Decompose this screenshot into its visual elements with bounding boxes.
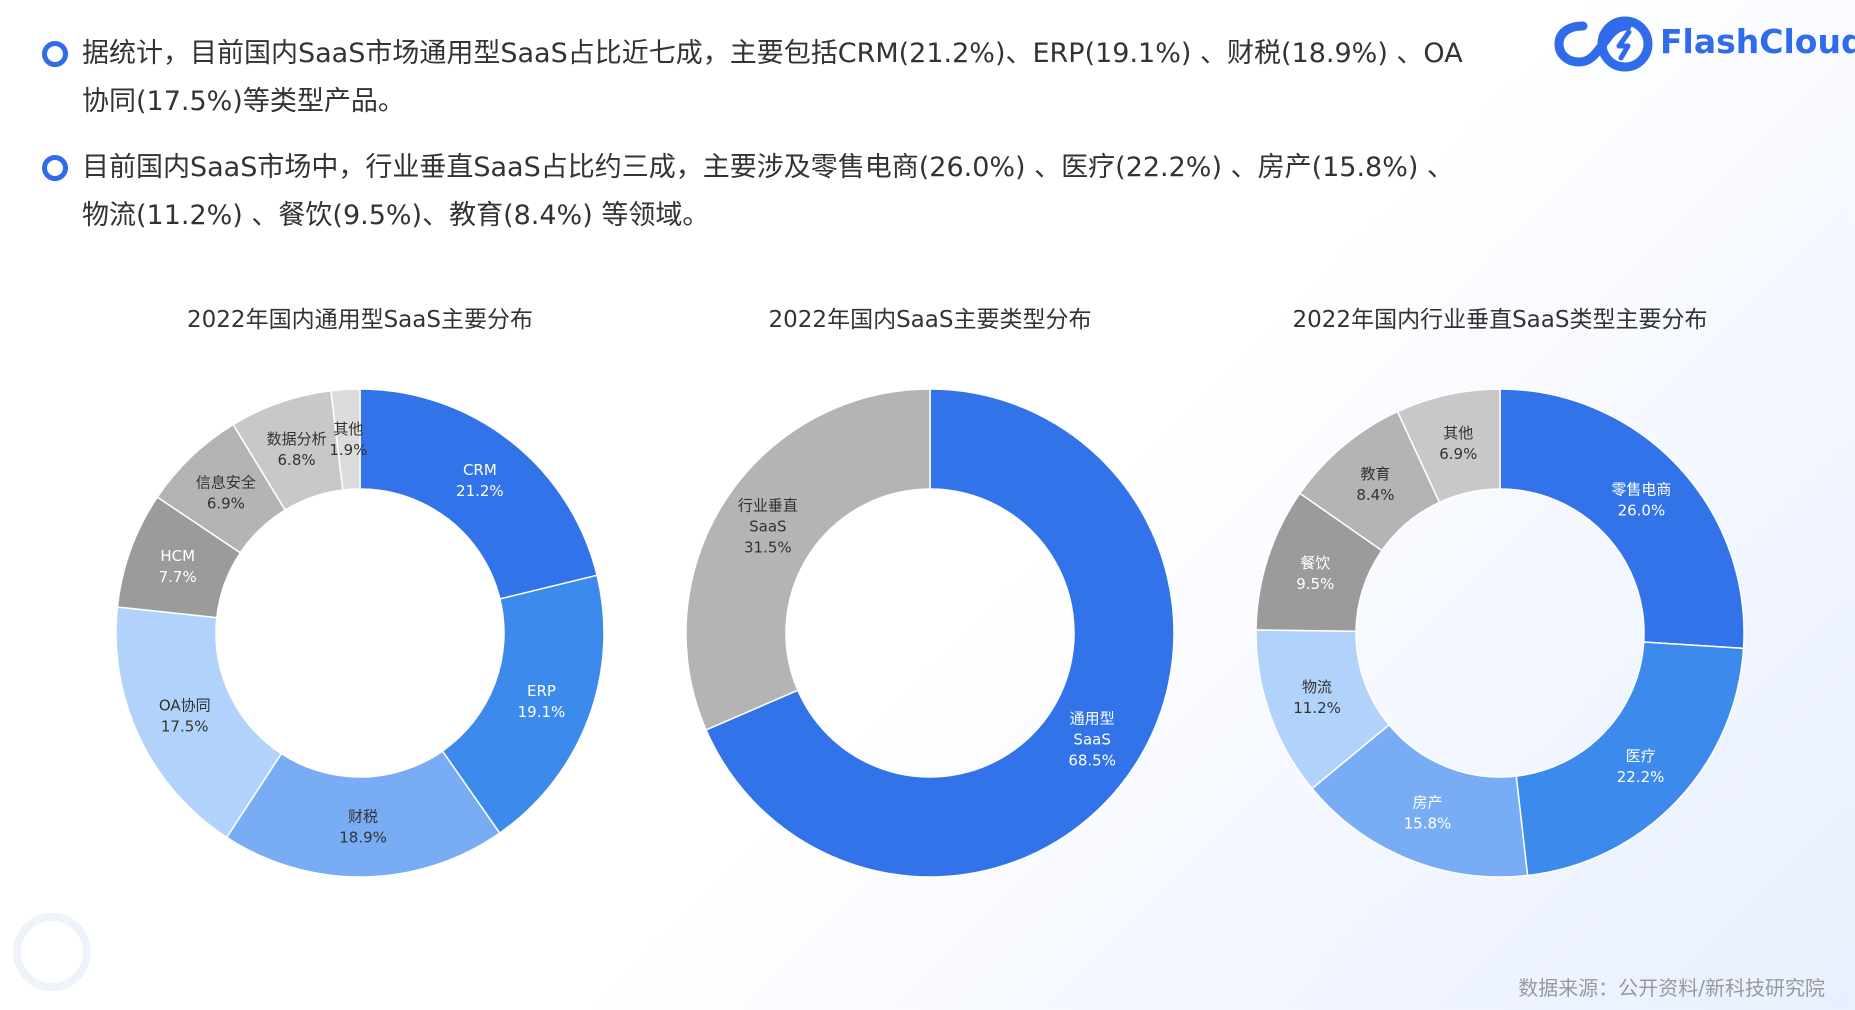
donut-slice <box>225 750 501 878</box>
bullet-text: 据统计，目前国内SaaS市场通用型SaaS占比近七成，主要包括CRM(21.2%… <box>82 38 1463 117</box>
slice-label: 教育 8.4% <box>1356 465 1394 504</box>
bullet-general-saas: 据统计，目前国内SaaS市场通用型SaaS占比近七成，主要包括CRM(21.2%… <box>40 30 1480 126</box>
donut-slice <box>330 388 361 491</box>
donut-slice <box>1515 641 1745 877</box>
slice-label: CRM 21.2% <box>456 461 504 500</box>
slice-label: 通用型 SaaS 68.5% <box>1068 710 1116 770</box>
summary-bullets: 据统计，目前国内SaaS市场通用型SaaS占比近七成，主要包括CRM(21.2%… <box>40 30 1480 258</box>
chart-title: 2022年国内SaaS主要类型分布 <box>768 307 1092 333</box>
decorative-ring <box>13 913 91 991</box>
chart-title: 2022年国内通用型SaaS主要分布 <box>187 307 533 333</box>
vertical-saas-donut-chart: 2022年国内行业垂直SaaS类型主要分布 零售电商 26.0% 医疗 22.2% 房产… <box>1210 300 1790 900</box>
donut-slice <box>441 574 605 835</box>
bullet-vertical-saas: 目前国内SaaS市场中，行业垂直SaaS占比约三成，主要涉及零售电商(26.0%… <box>40 144 1480 240</box>
donut-slice <box>1396 388 1501 504</box>
bullet-text: 目前国内SaaS市场中，行业垂直SaaS占比约三成，主要涉及零售电商(26.0%… <box>82 152 1455 231</box>
flashcloud-logo-icon <box>1554 16 1653 72</box>
source-note: 数据来源：公开资料/新科技研究院 <box>1518 976 1825 1000</box>
donut-slice <box>359 388 598 600</box>
donut-slice <box>1499 388 1745 650</box>
slice-label: 其他 6.9% <box>1439 424 1477 463</box>
slice-label: ERP 19.1% <box>518 682 566 721</box>
donut-slice <box>705 388 1175 878</box>
slice-label: HCM 7.7% <box>159 547 197 586</box>
slice-label: 房产 15.8% <box>1404 793 1452 832</box>
general-saas-donut-chart: 2022年国内通用型SaaS主要分布 CRM 21.2% ERP 19.1% 财税 18.… <box>70 300 650 900</box>
saas-type-donut-chart: 2022年国内SaaS主要类型分布 通用型 SaaS 68.5% 行业垂直 SaaS 31… <box>640 300 1220 900</box>
donut-svg: 通用型 SaaS 68.5% 行业垂直 SaaS 31.5% <box>685 388 1175 878</box>
brand-name: FlashCloud <box>1660 22 1855 61</box>
flashcloud-logo: FlashCloud <box>1545 4 1855 76</box>
slice-label: 信息安全 6.9% <box>196 473 256 512</box>
slice-label: 医疗 22.2% <box>1617 747 1665 786</box>
slice-label: 行业垂直 SaaS 31.5% <box>738 496 798 556</box>
bullet-dot-icon <box>42 41 68 67</box>
donut-slice <box>685 388 931 731</box>
slice-label: 财税 18.9% <box>339 807 387 846</box>
slice-label: 数据分析 6.8% <box>267 430 327 469</box>
chart-title: 2022年国内行业垂直SaaS类型主要分布 <box>1292 307 1708 333</box>
slice-label: OA协同 17.5% <box>159 697 211 736</box>
slice-label: 零售电商 26.0% <box>1611 481 1671 520</box>
slice-label: 其他 1.9% <box>329 420 367 459</box>
donut-svg: 零售电商 26.0% 医疗 22.2% 房产 15.8% 物流 11.2% 餐饮 9.5% 教育 8.… <box>1255 388 1745 878</box>
slice-label: 物流 11.2% <box>1293 678 1341 717</box>
donut-slice <box>115 606 283 839</box>
donut-svg: CRM 21.2% ERP 19.1% 财税 18.9% OA协同 17.5% HCM 7.7% 信… <box>115 388 605 878</box>
slice-label: 餐饮 9.5% <box>1296 554 1334 593</box>
bullet-dot-icon <box>42 155 68 181</box>
